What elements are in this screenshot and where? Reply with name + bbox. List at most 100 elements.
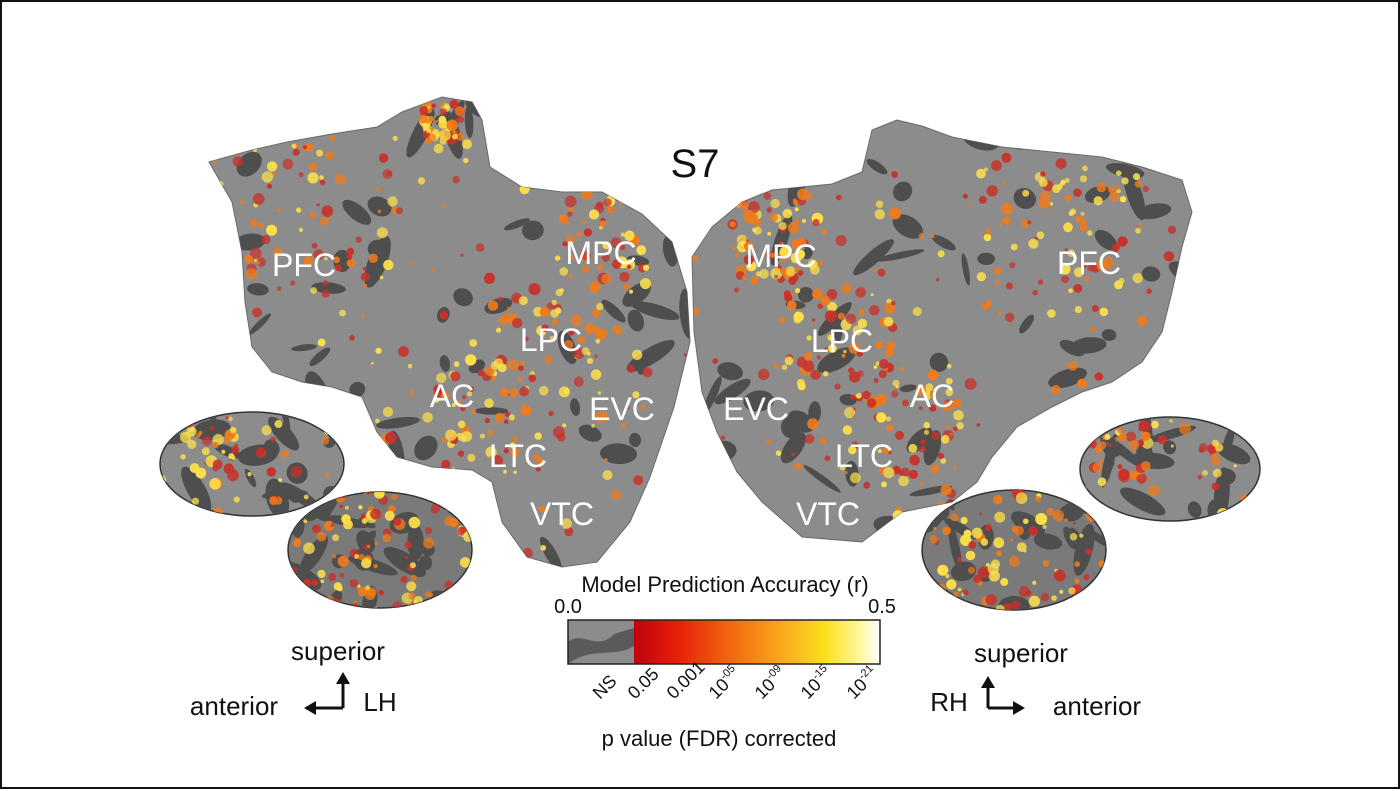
activation-voxel bbox=[519, 184, 530, 195]
activation-voxel bbox=[580, 187, 593, 200]
sulcus-shape bbox=[240, 105, 261, 134]
activation-voxel bbox=[995, 604, 1005, 610]
activation-voxel bbox=[459, 557, 471, 568]
activation-voxel bbox=[466, 391, 473, 397]
sulcus-shape bbox=[808, 401, 821, 424]
activation-voxel bbox=[1167, 225, 1177, 234]
sulcus-shape bbox=[570, 398, 581, 417]
activation-voxel bbox=[872, 268, 877, 273]
activation-voxel bbox=[834, 383, 841, 390]
activation-voxel bbox=[589, 281, 601, 293]
activation-voxel bbox=[940, 434, 950, 444]
activation-voxel bbox=[1197, 475, 1202, 480]
sulcus-shape bbox=[893, 181, 913, 202]
activation-voxel bbox=[454, 106, 465, 116]
activation-voxel bbox=[528, 374, 537, 383]
activation-voxel bbox=[324, 520, 335, 532]
activation-voxel bbox=[1258, 512, 1260, 517]
activation-voxel bbox=[276, 208, 281, 213]
activation-voxel bbox=[817, 260, 824, 267]
activation-voxel bbox=[852, 325, 863, 336]
activation-voxel bbox=[410, 260, 415, 265]
activation-voxel bbox=[433, 598, 442, 607]
activation-voxel bbox=[503, 470, 507, 474]
activation-voxel bbox=[1198, 443, 1208, 453]
activation-voxel bbox=[223, 463, 235, 475]
activation-voxel bbox=[378, 153, 389, 163]
activation-voxel bbox=[461, 431, 473, 442]
activation-voxel bbox=[539, 307, 550, 317]
activation-voxel bbox=[433, 384, 442, 394]
activation-voxel bbox=[586, 357, 594, 364]
activation-voxel bbox=[1059, 589, 1064, 594]
activation-voxel bbox=[303, 256, 313, 266]
activation-voxel bbox=[583, 228, 593, 237]
activation-voxel bbox=[362, 266, 367, 271]
activation-voxel bbox=[599, 220, 607, 227]
activation-voxel bbox=[255, 447, 267, 458]
activation-voxel bbox=[408, 516, 421, 529]
activation-voxel bbox=[1011, 600, 1021, 610]
activation-voxel bbox=[759, 268, 769, 279]
activation-voxel bbox=[414, 465, 420, 470]
activation-voxel bbox=[1063, 437, 1073, 447]
activation-voxel bbox=[817, 303, 824, 309]
activation-voxel bbox=[1001, 181, 1006, 185]
activation-voxel bbox=[1023, 549, 1027, 553]
activation-voxel bbox=[517, 376, 523, 382]
activation-voxel bbox=[1042, 560, 1050, 567]
activation-voxel bbox=[322, 280, 329, 286]
activation-voxel bbox=[323, 426, 333, 435]
activation-voxel bbox=[375, 347, 382, 354]
activation-voxel bbox=[406, 475, 412, 481]
activation-voxel bbox=[1093, 196, 1103, 206]
activation-voxel bbox=[438, 619, 448, 629]
activation-voxel bbox=[1142, 185, 1149, 193]
activation-voxel bbox=[842, 425, 853, 435]
activation-voxel bbox=[520, 404, 532, 416]
activation-voxel bbox=[811, 318, 816, 322]
activation-voxel bbox=[1085, 548, 1092, 555]
activation-voxel bbox=[883, 316, 894, 327]
activation-voxel bbox=[332, 554, 337, 559]
activation-voxel bbox=[361, 558, 372, 569]
activation-voxel bbox=[325, 151, 335, 160]
activation-voxel bbox=[467, 453, 476, 462]
activation-voxel bbox=[460, 253, 464, 257]
rh-anterior-label: anterior bbox=[1053, 691, 1141, 721]
activation-voxel bbox=[845, 313, 857, 325]
activation-voxel bbox=[456, 132, 465, 141]
activation-voxel bbox=[976, 168, 986, 179]
activation-voxel bbox=[927, 369, 939, 381]
activation-voxel bbox=[841, 283, 852, 294]
activation-voxel bbox=[826, 289, 838, 300]
lh-region-ltc: LTC bbox=[489, 438, 547, 474]
activation-voxel bbox=[866, 398, 877, 408]
activation-voxel bbox=[901, 399, 909, 407]
sulcus-shape bbox=[464, 105, 474, 139]
activation-voxel bbox=[996, 550, 1002, 556]
activation-voxel bbox=[378, 589, 385, 596]
activation-voxel bbox=[980, 538, 989, 546]
activation-voxel bbox=[444, 500, 456, 512]
activation-voxel bbox=[784, 356, 794, 366]
activation-voxel bbox=[296, 207, 302, 213]
activation-voxel bbox=[430, 268, 435, 272]
activation-voxel bbox=[324, 257, 328, 261]
activation-voxel bbox=[918, 445, 926, 453]
activation-voxel bbox=[678, 561, 684, 567]
activation-voxel bbox=[313, 249, 325, 260]
activation-voxel bbox=[623, 283, 630, 290]
activation-voxel bbox=[428, 115, 435, 122]
sulcus-shape bbox=[237, 124, 258, 135]
sulcus-shape bbox=[802, 246, 813, 260]
activation-voxel bbox=[418, 114, 428, 124]
activation-voxel bbox=[642, 264, 650, 271]
activation-voxel bbox=[1151, 420, 1159, 429]
activation-voxel bbox=[492, 455, 504, 467]
activation-voxel bbox=[993, 494, 1003, 505]
activation-voxel bbox=[1068, 492, 1075, 498]
sulcus-shape bbox=[653, 468, 678, 488]
activation-voxel bbox=[463, 157, 469, 164]
activation-voxel bbox=[640, 404, 646, 410]
